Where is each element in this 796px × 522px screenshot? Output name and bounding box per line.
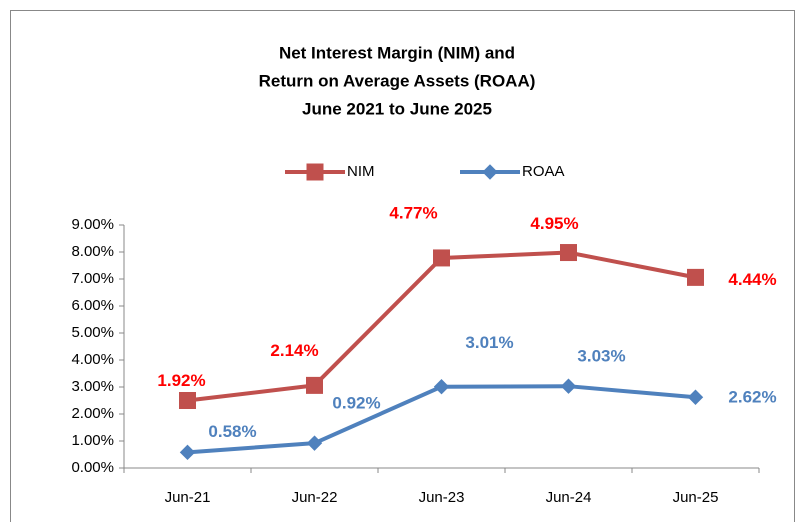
y-tick-label: 8.00% <box>71 243 114 260</box>
data-point <box>687 389 704 405</box>
data-point <box>306 435 323 451</box>
chart-border <box>10 10 795 522</box>
data-label: 4.95% <box>530 214 578 233</box>
y-tick-label: 0.00% <box>71 459 114 476</box>
y-tick-label: 9.00% <box>71 216 114 233</box>
y-tick-label: 3.00% <box>71 378 114 395</box>
data-label: 3.03% <box>577 347 625 366</box>
legend-marker <box>482 164 498 180</box>
legend-marker <box>306 163 324 181</box>
legend-label: NIM <box>347 163 375 180</box>
legend-label: ROAA <box>522 163 565 180</box>
x-tick-label: Jun-21 <box>165 489 211 506</box>
x-tick-label: Jun-25 <box>673 489 719 506</box>
chart-title: June 2021 to June 2025 <box>302 99 492 118</box>
data-label: 0.92% <box>332 394 380 413</box>
data-point <box>560 244 577 262</box>
y-tick-label: 5.00% <box>71 324 114 341</box>
data-label: 1.92% <box>157 371 205 390</box>
chart-title: Net Interest Margin (NIM) and <box>279 43 515 62</box>
data-point <box>179 444 196 461</box>
data-point <box>179 392 196 409</box>
y-tick-label: 2.00% <box>71 405 114 422</box>
y-tick-label: 1.00% <box>71 432 114 449</box>
data-label: 0.58% <box>208 422 256 441</box>
y-tick-label: 6.00% <box>71 297 114 314</box>
data-label: 2.62% <box>728 388 776 407</box>
y-tick-label: 7.00% <box>71 270 114 287</box>
chart-title: Return on Average Assets (ROAA) <box>259 71 536 90</box>
x-tick-label: Jun-22 <box>292 489 338 506</box>
x-tick-label: Jun-23 <box>419 489 465 506</box>
data-label: 2.14% <box>270 341 318 360</box>
data-label: 3.01% <box>465 333 513 352</box>
data-label: 4.77% <box>389 203 437 222</box>
data-point <box>433 379 450 395</box>
y-tick-label: 4.00% <box>71 351 114 368</box>
data-point <box>560 378 577 394</box>
data-point <box>433 249 450 267</box>
data-label: 4.44% <box>728 270 776 289</box>
data-point <box>306 376 323 394</box>
x-tick-label: Jun-24 <box>546 489 592 506</box>
data-point <box>687 268 704 286</box>
